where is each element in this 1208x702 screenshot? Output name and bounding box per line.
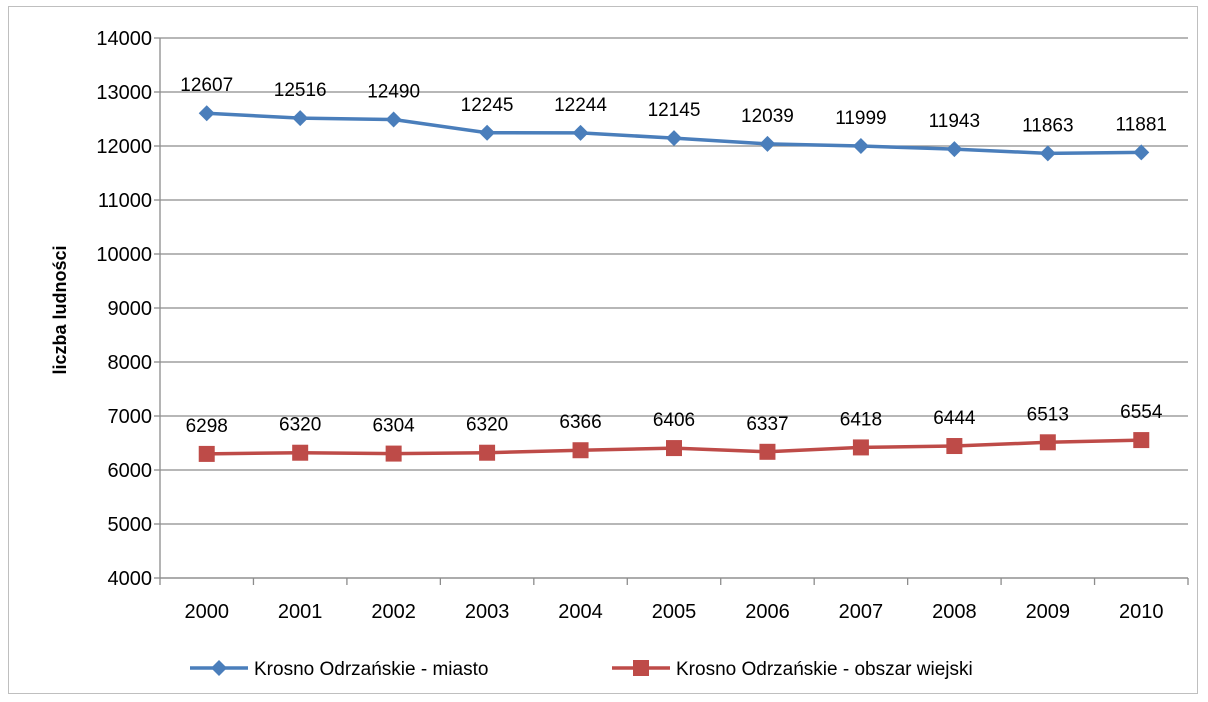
data-point xyxy=(759,443,776,460)
data-point xyxy=(1039,434,1056,451)
data-point xyxy=(666,130,682,147)
y-tick-labels: 4000 5000 6000 7000 8000 9000 10000 11000 12000 1… xyxy=(96,28,152,590)
data-point xyxy=(1133,432,1150,449)
data-point xyxy=(852,138,869,155)
legend-marker xyxy=(211,660,227,676)
x-tick-label: 2009 xyxy=(1026,601,1071,623)
data-point xyxy=(385,111,402,128)
data-point xyxy=(759,135,776,152)
legend: Krosno Odrzańskie - miasto Krosno Odrzańs… xyxy=(190,659,973,680)
data-point xyxy=(292,110,309,127)
y-tick-label: 11000 xyxy=(98,190,152,212)
y-tick-label: 10000 xyxy=(96,244,152,266)
data-point xyxy=(572,442,589,459)
y-axis-label: liczba ludności xyxy=(50,245,70,374)
y-tick-label: 4000 xyxy=(108,568,153,590)
data-label: 6320 xyxy=(466,415,508,436)
data-label: 12490 xyxy=(367,82,420,103)
x-tick-label: 2004 xyxy=(558,601,603,623)
data-label: 12145 xyxy=(648,100,701,121)
axes xyxy=(154,37,1189,585)
data-label: 6406 xyxy=(653,410,695,431)
x-tick-label: 2002 xyxy=(371,601,416,623)
data-point xyxy=(198,445,215,462)
x-tick-label: 2010 xyxy=(1119,601,1164,623)
data-point xyxy=(666,440,682,457)
data-point xyxy=(852,439,869,456)
data-label: 12516 xyxy=(274,80,327,101)
data-label: 6320 xyxy=(279,415,321,436)
x-tick-label: 2000 xyxy=(184,601,229,623)
data-label: 11881 xyxy=(1116,114,1167,135)
series-1: 12607 12516 12490 12245 12244 12145 12039 11999… xyxy=(180,75,1167,162)
x-tick-label: 2001 xyxy=(278,601,323,623)
y-tick-label: 5000 xyxy=(108,514,153,536)
legend-item-1: Krosno Odrzańskie - miasto xyxy=(190,659,488,680)
data-label: 6298 xyxy=(186,416,228,437)
data-point xyxy=(198,105,215,122)
y-tick-label: 13000 xyxy=(96,82,152,104)
series-2: 6298 6320 6304 6320 6366 6406 6337 6418 6444 6513… xyxy=(186,402,1163,462)
y-tick-label: 12000 xyxy=(96,136,152,158)
x-tick-label: 2007 xyxy=(839,601,884,623)
data-point xyxy=(292,444,309,461)
data-point xyxy=(946,438,963,455)
y-tick-label: 14000 xyxy=(96,28,152,50)
data-label: 6554 xyxy=(1120,402,1163,423)
data-label: 11943 xyxy=(929,111,980,132)
y-tick-label: 6000 xyxy=(108,460,153,482)
data-label: 12607 xyxy=(180,75,233,96)
x-tick-labels: 2000 2001 2002 2003 2004 2005 2006 2007 2008 2009… xyxy=(184,601,1163,623)
data-point xyxy=(385,445,402,462)
data-point xyxy=(1039,145,1056,162)
x-tick-label: 2006 xyxy=(745,601,790,623)
data-label: 12039 xyxy=(741,106,794,127)
data-label: 12244 xyxy=(554,95,607,116)
legend-marker xyxy=(633,660,649,676)
legend-item-2: Krosno Odrzańskie - obszar wiejski xyxy=(612,659,973,680)
data-label: 11999 xyxy=(835,108,886,129)
data-point xyxy=(1133,144,1150,161)
legend-label: Krosno Odrzańskie - miasto xyxy=(254,659,488,680)
y-tick-label: 9000 xyxy=(108,298,153,320)
data-label: 12245 xyxy=(461,95,514,116)
x-tick-label: 2008 xyxy=(932,601,977,623)
data-label: 6337 xyxy=(746,414,788,435)
data-point xyxy=(479,124,496,141)
data-label: 6418 xyxy=(840,409,882,430)
legend-label: Krosno Odrzańskie - obszar wiejski xyxy=(676,659,973,680)
data-point xyxy=(572,124,589,141)
y-tick-label: 7000 xyxy=(108,406,153,428)
data-label: 6366 xyxy=(559,412,601,433)
data-label: 11863 xyxy=(1022,115,1073,136)
series-group: 12607 12516 12490 12245 12244 12145 12039 11999… xyxy=(180,75,1167,462)
data-label: 6304 xyxy=(372,416,415,437)
data-point xyxy=(479,444,496,461)
data-point xyxy=(946,141,963,158)
x-tick-label: 2003 xyxy=(465,601,510,623)
y-tick-label: 8000 xyxy=(108,352,153,374)
data-label: 6444 xyxy=(933,408,976,429)
data-label: 6513 xyxy=(1027,404,1069,425)
x-tick-label: 2005 xyxy=(652,601,697,623)
